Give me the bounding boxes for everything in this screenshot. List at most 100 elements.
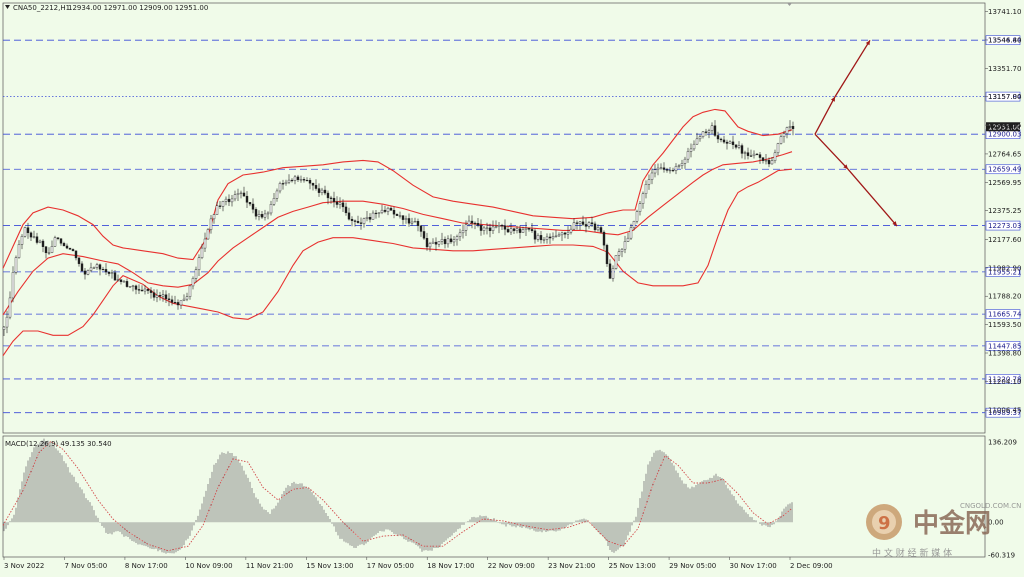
- level-label: 12273.03: [988, 222, 1021, 230]
- svg-text:9: 9: [878, 513, 891, 534]
- candle-body: [242, 192, 246, 197]
- candle-body: [284, 181, 288, 184]
- candle-body: [152, 292, 156, 298]
- price-tick-label: 13741.10: [988, 8, 1021, 16]
- candle-body: [23, 227, 27, 237]
- time-tick-label: 29 Nov 05:00: [669, 562, 716, 570]
- candle-body: [791, 126, 795, 130]
- level-label-box: [985, 341, 1021, 351]
- time-tick-label: 23 Nov 21:00: [548, 562, 595, 570]
- candle-body: [431, 241, 435, 244]
- candle-body: [218, 205, 222, 207]
- candle-body: [53, 237, 57, 247]
- candle-body: [215, 205, 219, 215]
- candle-body: [722, 139, 726, 143]
- candle-body: [296, 176, 300, 180]
- main-panel-frame: [2, 2, 986, 434]
- candle-body: [107, 271, 111, 274]
- candle-body: [548, 236, 552, 239]
- candle-body: [596, 227, 600, 231]
- level-label-box: [985, 220, 1021, 231]
- candle-body: [95, 264, 99, 268]
- dropdown-triangle-icon[interactable]: [5, 5, 10, 9]
- time-tick-label: 11 Nov 21:00: [246, 562, 293, 570]
- candle-body: [458, 232, 462, 237]
- candle-body: [641, 193, 645, 204]
- candle-body: [308, 180, 312, 184]
- candle-body: [257, 214, 261, 217]
- candle-body: [185, 296, 189, 300]
- level-label-box: [985, 309, 1021, 319]
- candle-body: [380, 209, 384, 213]
- macd-panel-frame: [2, 435, 986, 558]
- candle-body: [704, 131, 708, 133]
- level-label: 11665.74: [988, 311, 1022, 319]
- candle-body: [101, 268, 105, 271]
- price-tick-label: 12375.25: [988, 207, 1021, 215]
- candle-body: [5, 316, 9, 328]
- candle-body: [188, 285, 192, 297]
- candle-body: [146, 288, 150, 291]
- candle-body: [758, 154, 762, 158]
- candle-body: [449, 238, 453, 243]
- candle-body: [614, 255, 618, 269]
- time-tick-label: 8 Nov 17:00: [125, 562, 168, 570]
- candle-body: [710, 125, 714, 131]
- candle-body: [725, 141, 729, 144]
- candle-body: [356, 221, 360, 223]
- level-label: 13544.84: [988, 37, 1022, 45]
- candle-body: [668, 169, 672, 172]
- time-tick-label: 2 Dec 09:00: [790, 562, 833, 570]
- candle-body: [65, 245, 69, 249]
- candle-body: [158, 295, 162, 297]
- candle-body: [167, 298, 171, 300]
- candle-body: [479, 225, 483, 231]
- candle-body: [455, 236, 459, 240]
- candle-body: [749, 155, 753, 157]
- candle-body: [386, 207, 390, 212]
- candle-body: [29, 232, 33, 238]
- candle-body: [32, 236, 36, 238]
- candle-body: [125, 281, 129, 287]
- time-axis: 3 Nov 2022 7 Nov 05:00 8 Nov 17:00 10 Nov 0…: [3, 557, 833, 570]
- price-tick-label: 11006.45: [988, 407, 1021, 415]
- price-tick-label: 12569.95: [988, 179, 1021, 187]
- level-label: 12659.49: [988, 166, 1021, 174]
- candle-body: [488, 227, 492, 232]
- candle-body: [593, 223, 597, 231]
- candle-body: [779, 136, 783, 144]
- candle-body: [719, 138, 723, 141]
- candle-body: [362, 218, 366, 224]
- candle-body: [515, 228, 519, 231]
- candle-body: [275, 190, 279, 199]
- candle-body: [77, 257, 81, 264]
- price-axis: 13741.10 13546.40 13351.70 13157.00 12962.35…: [985, 8, 1021, 415]
- macd-header: MACD(12,26,9) 49.135 30.540: [5, 440, 112, 448]
- candle-body: [521, 229, 525, 233]
- arrowhead-icon: [892, 221, 897, 227]
- candle-body: [143, 288, 147, 292]
- projection-arrows: [814, 39, 898, 227]
- candle-body: [173, 302, 177, 304]
- level-label: 11220.78: [988, 375, 1021, 383]
- candle-body: [506, 229, 510, 233]
- candle-body: [677, 165, 681, 167]
- candle-body: [656, 167, 660, 170]
- candle-body: [425, 238, 429, 248]
- macd-indicator: 136.209 0.00 -60.319: [2, 439, 1017, 560]
- scroll-marker-icon[interactable]: [787, 3, 792, 6]
- candle-body: [707, 130, 711, 133]
- candle-body: [407, 218, 411, 224]
- candle-body: [626, 237, 630, 242]
- candle-body: [788, 126, 792, 128]
- candle-body: [326, 192, 330, 199]
- time-tick-label: 22 Nov 09:00: [488, 562, 535, 570]
- candle-body: [680, 163, 684, 166]
- candle-body: [620, 248, 624, 252]
- projection-arrow-line: [847, 168, 898, 227]
- candle-body: [272, 198, 276, 205]
- candle-body: [203, 238, 207, 249]
- candle-body: [197, 257, 201, 270]
- level-label: 11955.21: [988, 268, 1021, 276]
- candle-body: [206, 229, 210, 240]
